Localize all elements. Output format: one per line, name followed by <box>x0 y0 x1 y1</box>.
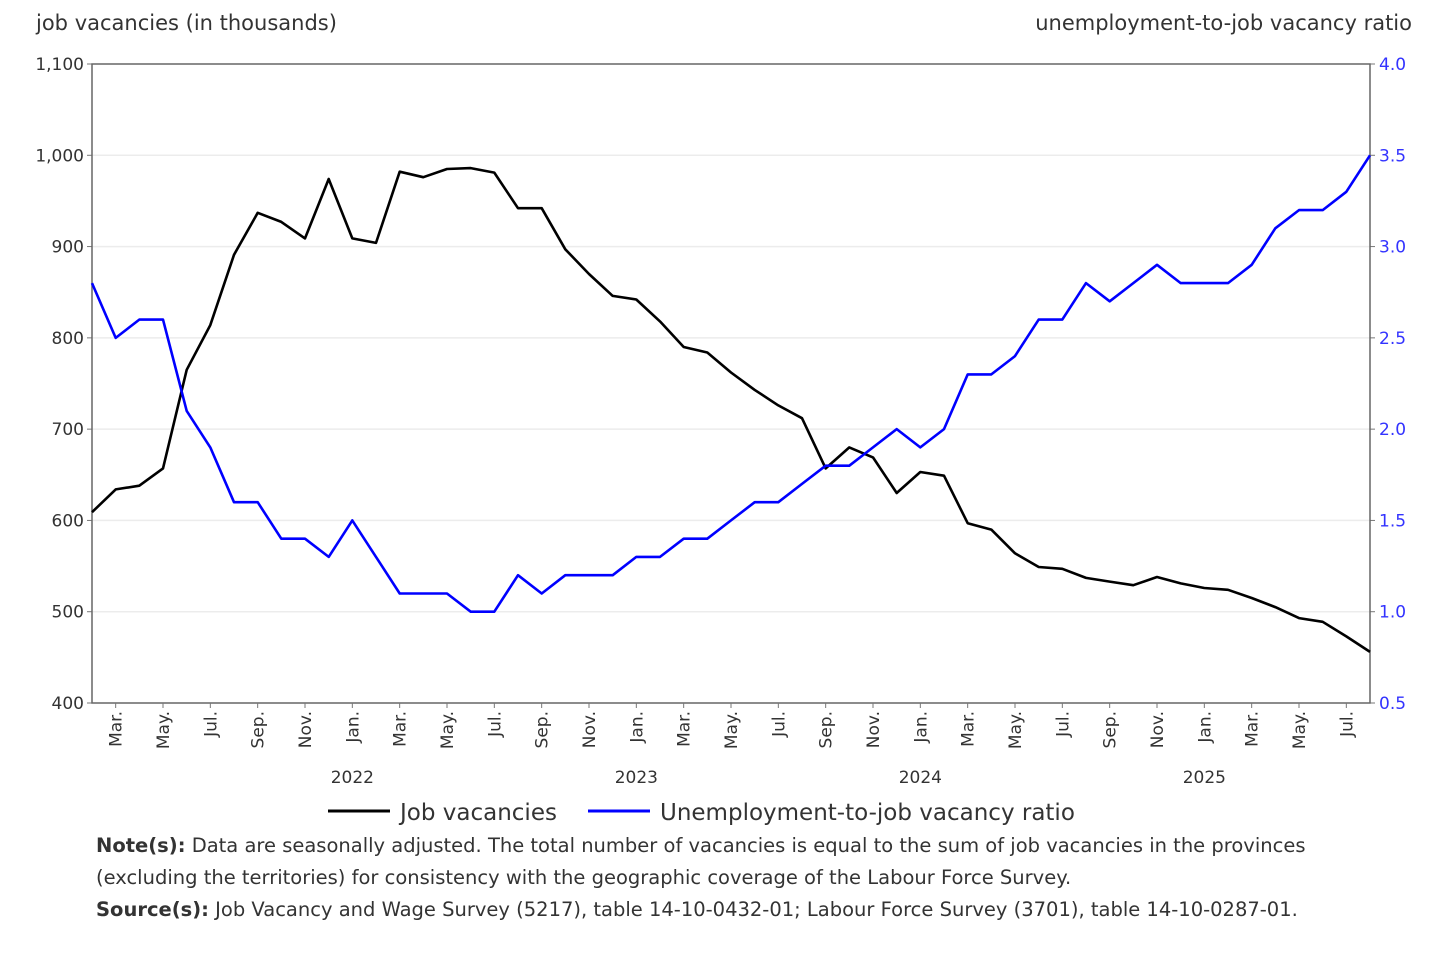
month-label: Jan. <box>343 711 363 744</box>
month-label: Nov. <box>864 711 884 748</box>
right-tick-label: 1.0 <box>1379 603 1406 623</box>
source-label: Source(s): <box>96 898 209 921</box>
month-label: Sep. <box>533 711 553 748</box>
month-label: Jul. <box>485 711 505 738</box>
year-label: 2025 <box>1183 768 1226 788</box>
right-tick-label: 1.5 <box>1379 511 1406 531</box>
right-tick-label: 2.5 <box>1379 329 1406 349</box>
left-tick-label: 1,000 <box>35 146 84 166</box>
note-text: Data are seasonally adjusted. The total … <box>96 834 1306 889</box>
month-label: May. <box>154 711 174 749</box>
left-tick-label: 700 <box>52 420 84 440</box>
job-vacancies-line <box>91 166 1371 653</box>
month-label: Sep. <box>817 711 837 748</box>
month-label: Nov. <box>296 711 316 748</box>
month-label: Jul. <box>201 711 221 738</box>
month-label: Sep. <box>249 711 269 748</box>
month-label: Mar. <box>959 711 979 747</box>
month-label: Sep. <box>1101 711 1121 748</box>
source-text: Job Vacancy and Wage Survey (5217), tabl… <box>208 898 1298 921</box>
month-label: May. <box>722 711 742 749</box>
ratio-line <box>90 154 1372 614</box>
left-tick-label: 400 <box>52 694 84 714</box>
right-axis-title: unemployment-to-job vacancy ratio <box>1035 11 1412 35</box>
month-label: Mar. <box>1243 711 1263 747</box>
right-tick-label: 2.0 <box>1379 420 1406 440</box>
month-label: Mar. <box>107 711 127 747</box>
legend-label: Job vacancies <box>398 800 557 826</box>
left-axis-title: job vacancies (in thousands) <box>35 11 337 35</box>
right-tick-label: 3.5 <box>1379 146 1406 166</box>
month-label: Jan. <box>1195 711 1215 744</box>
month-label: May. <box>1290 711 1310 749</box>
chart-notes: Note(s): Data are seasonally adjusted. T… <box>96 830 1396 926</box>
left-tick-label: 800 <box>52 329 84 349</box>
note-label: Note(s): <box>96 834 186 857</box>
month-label: Nov. <box>580 711 600 748</box>
right-tick-label: 3.0 <box>1379 238 1406 258</box>
month-label: Mar. <box>675 711 695 747</box>
year-label: 2022 <box>331 768 374 788</box>
month-label: Jul. <box>1053 711 1073 738</box>
month-label: May. <box>1006 711 1026 749</box>
year-label: 2024 <box>899 768 942 788</box>
legend-label: Unemployment-to-job vacancy ratio <box>660 800 1075 826</box>
month-label: May. <box>438 711 458 749</box>
year-label: 2023 <box>615 768 658 788</box>
left-tick-label: 600 <box>52 511 84 531</box>
month-label: Jan. <box>911 711 931 744</box>
month-label: Mar. <box>391 711 411 747</box>
left-tick-label: 500 <box>52 603 84 623</box>
month-label: Jan. <box>627 711 647 744</box>
plot-frame <box>91 63 1371 704</box>
source-line: Source(s): Job Vacancy and Wage Survey (… <box>96 894 1396 926</box>
right-tick-label: 4.0 <box>1379 55 1406 75</box>
month-label: Nov. <box>1148 711 1168 748</box>
dual-axis-line-chart: 400 500 600 700 800 900 1,000 1,100 0.5 1.0 1.5 2.0… <box>35 11 1412 826</box>
note-line: Note(s): Data are seasonally adjusted. T… <box>96 830 1396 894</box>
month-label: Jul. <box>769 711 789 738</box>
right-tick-label: 0.5 <box>1379 694 1406 714</box>
left-tick-label: 900 <box>52 238 84 258</box>
month-label: Jul. <box>1337 711 1357 738</box>
left-tick-label: 1,100 <box>35 55 84 75</box>
